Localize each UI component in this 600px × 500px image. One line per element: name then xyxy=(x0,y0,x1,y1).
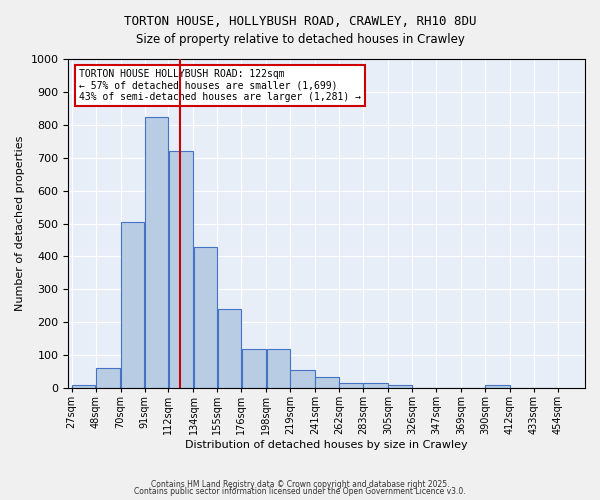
Y-axis label: Number of detached properties: Number of detached properties xyxy=(15,136,25,311)
Bar xyxy=(218,309,241,388)
X-axis label: Distribution of detached houses by size in Crawley: Distribution of detached houses by size … xyxy=(185,440,468,450)
Bar xyxy=(145,116,168,388)
Bar xyxy=(316,376,339,388)
Text: TORTON HOUSE HOLLYBUSH ROAD: 122sqm
← 57% of detached houses are smaller (1,699): TORTON HOUSE HOLLYBUSH ROAD: 122sqm ← 57… xyxy=(79,69,361,102)
Bar xyxy=(266,348,290,388)
Bar xyxy=(72,385,95,388)
Text: Size of property relative to detached houses in Crawley: Size of property relative to detached ho… xyxy=(136,32,464,46)
Text: Contains public sector information licensed under the Open Government Licence v3: Contains public sector information licen… xyxy=(134,487,466,496)
Bar xyxy=(364,383,388,388)
Bar xyxy=(194,246,217,388)
Bar xyxy=(388,385,412,388)
Text: Contains HM Land Registry data © Crown copyright and database right 2025.: Contains HM Land Registry data © Crown c… xyxy=(151,480,449,489)
Bar xyxy=(96,368,121,388)
Bar xyxy=(485,385,509,388)
Bar xyxy=(169,151,193,388)
Text: TORTON HOUSE, HOLLYBUSH ROAD, CRAWLEY, RH10 8DU: TORTON HOUSE, HOLLYBUSH ROAD, CRAWLEY, R… xyxy=(124,15,476,28)
Bar xyxy=(242,348,266,388)
Bar xyxy=(340,383,363,388)
Bar xyxy=(121,222,144,388)
Bar xyxy=(290,370,315,388)
